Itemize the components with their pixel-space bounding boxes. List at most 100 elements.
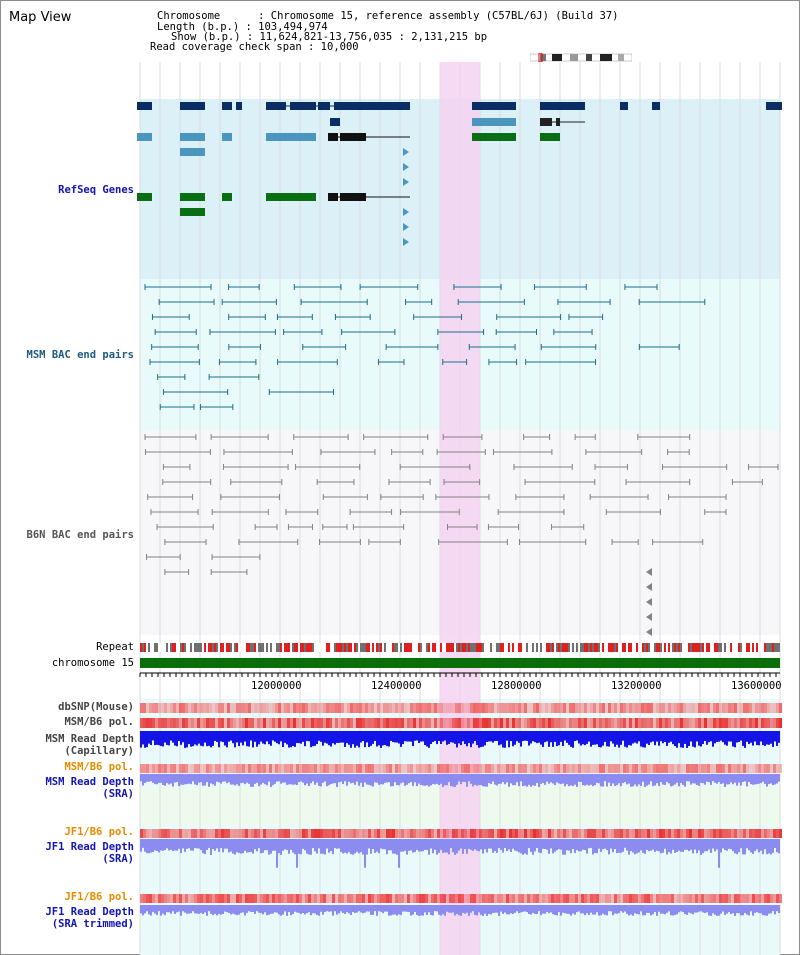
depth-bar <box>146 774 148 782</box>
depth-bar <box>432 731 434 742</box>
depth-bar <box>620 731 622 745</box>
chromosome-track-label[interactable]: chromosome 15 <box>51 657 134 669</box>
depth-bar <box>276 774 278 782</box>
heat-cell <box>485 764 488 773</box>
heat-cell <box>200 829 203 838</box>
heat-cell <box>395 764 398 773</box>
depth-bar <box>752 731 754 746</box>
depth-bar <box>664 839 666 849</box>
depth-bar <box>196 905 198 914</box>
chromosome-ideogram[interactable] <box>530 53 632 62</box>
depth-bar <box>584 731 586 746</box>
heat-cell <box>680 764 683 773</box>
depth-bar <box>660 839 662 854</box>
heat-cell <box>410 703 413 713</box>
heat-cell <box>197 718 200 728</box>
dbsnp-track-label[interactable]: dbSNP(Mouse) <box>58 701 134 713</box>
repeat-block <box>470 643 472 652</box>
heat-cell <box>329 718 332 728</box>
refseq-track-label[interactable]: RefSeq Genes <box>58 184 134 196</box>
repeat-block <box>660 643 662 652</box>
depth-bar <box>192 905 194 912</box>
repeat-block <box>666 643 668 652</box>
jf1-pol2-track-label[interactable]: JF1/B6 pol. <box>64 891 134 903</box>
depth-bar <box>550 774 552 783</box>
depth-bar <box>442 839 444 853</box>
depth-bar <box>314 905 316 914</box>
heat-cell <box>380 829 383 838</box>
depth-bar <box>562 905 564 913</box>
depth-bar <box>662 731 664 744</box>
depth-bar <box>238 905 240 915</box>
heat-cell <box>188 718 191 728</box>
repeat-block <box>212 643 214 652</box>
depth-bar <box>482 774 484 787</box>
heat-cell <box>206 829 209 838</box>
msm-bac-track-label[interactable]: MSM BAC end pairs <box>26 349 134 361</box>
msm-depth-sra-label[interactable]: MSM Read Depth <box>45 776 134 788</box>
heat-cell <box>749 894 752 903</box>
heat-cell <box>671 703 674 713</box>
msm-depth-capillary-label[interactable]: MSM Read Depth <box>45 733 134 745</box>
heat-cell <box>677 829 680 838</box>
depth-bar <box>246 905 248 913</box>
heat-cell <box>374 829 377 838</box>
axis-tick-label: 12400000 <box>371 680 422 692</box>
heat-cell <box>608 703 611 713</box>
depth-bar <box>506 774 508 783</box>
depth-bar <box>482 731 484 747</box>
heat-cell <box>380 764 383 773</box>
heat-cell <box>458 764 461 773</box>
depth-bar <box>668 731 670 743</box>
depth-bar <box>234 839 236 855</box>
msm-pol-track-label[interactable]: MSM/B6 pol. <box>64 716 134 728</box>
heat-cell <box>713 703 716 713</box>
heat-cell <box>287 703 290 713</box>
depth-bar <box>682 905 684 912</box>
heat-cell <box>632 764 635 773</box>
depth-bar <box>200 774 202 783</box>
heat-cell <box>623 829 626 838</box>
heat-cell <box>644 764 647 773</box>
heat-cell <box>416 764 419 773</box>
heat-cell <box>779 764 782 773</box>
heat-cell <box>323 703 326 713</box>
gene-exon <box>340 193 366 201</box>
heat-cell <box>308 764 311 773</box>
depth-bar <box>588 839 590 849</box>
depth-bar <box>586 905 588 914</box>
depth-bar <box>592 774 594 787</box>
depth-bar <box>572 774 574 787</box>
msm-pol2-track-label[interactable]: MSM/B6 pol. <box>64 761 134 773</box>
heat-cell <box>638 718 641 728</box>
repeat-block <box>428 643 430 652</box>
heat-cell <box>674 764 677 773</box>
repeat-track-label[interactable]: Repeat <box>96 641 134 653</box>
depth-bar <box>414 905 416 912</box>
heat-cell <box>266 764 269 773</box>
depth-bar <box>340 839 342 852</box>
heat-cell <box>260 718 263 728</box>
jf1-depth-sra-label[interactable]: JF1 Read Depth <box>45 841 134 853</box>
depth-bar <box>616 731 618 745</box>
depth-bar <box>656 905 658 916</box>
depth-bar <box>622 839 624 852</box>
heat-cell <box>410 764 413 773</box>
depth-bar <box>498 774 500 784</box>
heat-cell <box>641 894 644 903</box>
b6n-bac-track-label[interactable]: B6N BAC end pairs <box>26 529 134 541</box>
heat-cell <box>245 718 248 728</box>
repeat-block <box>330 643 332 652</box>
heat-cell <box>503 894 506 903</box>
heat-cell <box>656 894 659 903</box>
jf1-depth-trimmed-label[interactable]: JF1 Read Depth <box>45 906 134 918</box>
depth-bar <box>434 839 436 850</box>
jf1-pol-track-label[interactable]: JF1/B6 pol. <box>64 826 134 838</box>
repeat-block <box>700 643 702 652</box>
heat-cell <box>395 718 398 728</box>
heat-cell <box>521 894 524 903</box>
heat-cell <box>545 894 548 903</box>
repeat-block <box>528 643 530 652</box>
depth-bar <box>274 774 276 784</box>
